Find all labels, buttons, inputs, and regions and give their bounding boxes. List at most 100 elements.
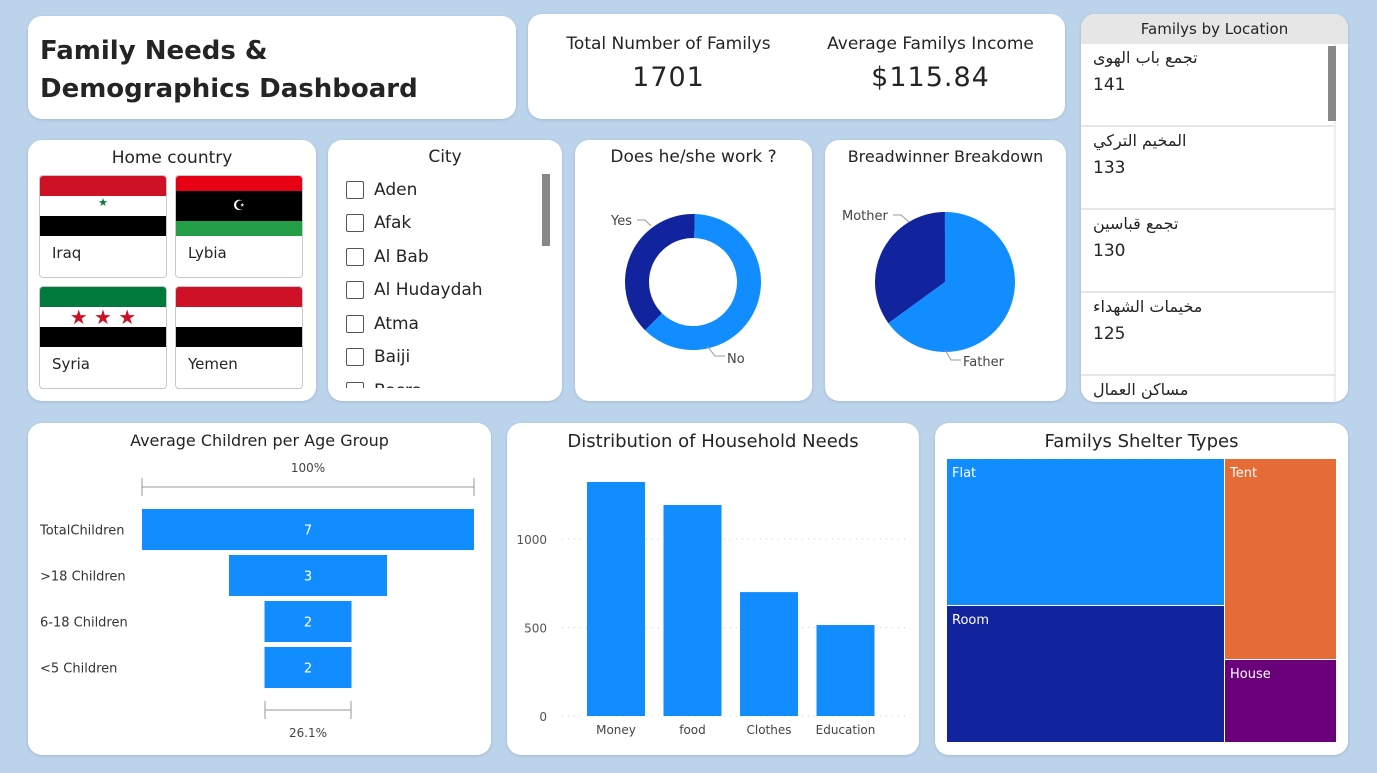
treemap-label: Tent <box>1229 466 1257 481</box>
location-item[interactable]: مساكن العمال <box>1081 376 1336 402</box>
city-label: Basra <box>374 381 422 388</box>
needs-bar-card: Distribution of Household Needs 0 500 1000… <box>507 423 919 755</box>
leader-line <box>637 219 652 227</box>
city-label: Baiji <box>374 347 411 368</box>
city-label: Afak <box>374 213 412 234</box>
x-tick-label: Education <box>816 723 876 737</box>
funnel-category: <5 Children <box>40 662 117 677</box>
y-tick-label: 500 <box>524 622 547 636</box>
country-name: Syria <box>52 355 90 373</box>
checkbox[interactable] <box>346 381 364 388</box>
bracket-bottom <box>264 701 352 719</box>
bar-education <box>816 625 875 716</box>
x-tick-label: food <box>679 723 706 737</box>
funnel-category: >18 Children <box>40 570 126 585</box>
checkbox[interactable] <box>346 247 364 266</box>
checkbox[interactable] <box>346 314 364 333</box>
location-name: تجمع قباسين <box>1093 214 1179 233</box>
city-option[interactable]: Atma <box>346 307 536 341</box>
breadwinner-title: Breadwinner Breakdown <box>847 147 1044 166</box>
libya-flag-icon: ☪ <box>176 176 302 236</box>
treemap-tile <box>947 459 1224 605</box>
location-card: Familys by Location تجمع باب الهوى 141 الم… <box>1081 14 1348 402</box>
slice-label: Father <box>963 355 1005 370</box>
country-name: Iraq <box>52 244 82 262</box>
home-country-card: Home country ★ Iraq ☪ Lybia ★ ★ ★ Syria … <box>28 140 316 401</box>
kpi-value: 1701 <box>632 62 705 93</box>
kpi-label: Total Number of Familys <box>566 34 771 54</box>
children-funnel-card: Average Children per Age Group 100% 7 Tota… <box>28 423 491 755</box>
location-name: مخيمات الشهداء <box>1093 297 1203 316</box>
y-tick-label: 0 <box>539 710 547 724</box>
slice-mother <box>875 212 945 324</box>
bracket-top <box>141 478 475 496</box>
country-tile-lybia[interactable]: ☪ Lybia <box>175 175 303 278</box>
syria-flag-icon: ★ ★ ★ <box>40 287 166 347</box>
children-funnel-chart: 100% 7 TotalChildren 3 >18 Children 2 6-18 Chi… <box>39 461 475 740</box>
kpi-label: Average Familys Income <box>827 34 1034 54</box>
city-option[interactable]: Basra <box>346 374 536 388</box>
checkbox[interactable] <box>346 348 364 367</box>
title-card: Family Needs & Demographics Dashboard <box>28 16 516 119</box>
city-option[interactable]: Afak <box>346 207 536 241</box>
slice-no <box>645 214 761 350</box>
location-item[interactable]: مخيمات الشهداء 125 <box>1081 293 1336 376</box>
x-tick-label: Clothes <box>747 723 792 737</box>
city-option[interactable]: Al Bab <box>346 240 536 274</box>
location-count: 141 <box>1093 75 1126 95</box>
work-donut-chart: Yes No <box>610 214 761 367</box>
kpi-card: Total Number of Familys 1701 Average Fam… <box>528 14 1065 119</box>
location-item[interactable]: تجمع قباسين 130 <box>1081 210 1336 293</box>
y-tick-label: 1000 <box>516 533 547 547</box>
slice-yes <box>625 214 695 331</box>
shelter-treemap-chart: Flat Room Tent House <box>947 459 1336 742</box>
bar-money <box>587 482 645 716</box>
funnel-top-label: 100% <box>291 461 325 475</box>
funnel-title: Average Children per Age Group <box>130 431 389 450</box>
city-option[interactable]: Aden <box>346 173 536 207</box>
treemap-title: Familys Shelter Types <box>1044 431 1239 452</box>
location-scrollbar[interactable] <box>1328 46 1336 121</box>
kpi-total-families: Total Number of Familys 1701 <box>546 34 791 93</box>
checkbox[interactable] <box>346 180 364 199</box>
checkbox[interactable] <box>346 214 364 233</box>
location-item[interactable]: المخيم التركي 133 <box>1081 127 1336 210</box>
location-name: المخيم التركي <box>1093 131 1187 150</box>
x-tick-label: Money <box>596 723 636 737</box>
city-label: Al Hudaydah <box>374 280 483 301</box>
shelter-treemap-card: Familys Shelter Types Flat Room Tent House <box>935 423 1348 755</box>
funnel-bar <box>264 601 352 642</box>
funnel-bar <box>264 647 352 688</box>
city-option[interactable]: Al Hudaydah <box>346 274 536 308</box>
city-scrollbar[interactable] <box>542 174 550 246</box>
funnel-category: 6-18 Children <box>40 616 128 631</box>
city-list: Aden Afak Al Bab Al Hudaydah Atma Baiji Basra <box>346 173 536 388</box>
country-tile-iraq[interactable]: ★ Iraq <box>39 175 167 278</box>
treemap-label: Flat <box>952 466 976 481</box>
home-country-title: Home country <box>111 148 233 168</box>
funnel-category: TotalChildren <box>39 524 124 539</box>
location-item[interactable]: تجمع باب الهوى 141 <box>1081 44 1336 127</box>
checkbox[interactable] <box>346 281 364 300</box>
location-count: 130 <box>1093 241 1126 261</box>
city-option[interactable]: Baiji <box>346 341 536 375</box>
treemap-tile <box>1225 660 1336 742</box>
location-name: تجمع باب الهوى <box>1093 48 1198 67</box>
funnel-value: 3 <box>304 570 312 585</box>
country-tile-yemen[interactable]: Yemen <box>175 286 303 389</box>
country-tile-syria[interactable]: ★ ★ ★ Syria <box>39 286 167 389</box>
location-name: مساكن العمال <box>1093 380 1189 399</box>
needs-bar-chart: 0 500 1000 Money food Clothes Education <box>516 482 907 737</box>
location-list: تجمع باب الهوى 141 المخيم التركي 133 تجمع قب… <box>1081 44 1348 402</box>
country-name: Yemen <box>188 355 238 373</box>
leader-line <box>944 349 961 361</box>
treemap-label: Room <box>952 613 989 628</box>
treemap-tile <box>947 606 1224 742</box>
iraq-flag-icon: ★ <box>40 176 166 236</box>
bar-title: Distribution of Household Needs <box>567 431 859 452</box>
work-donut-title: Does he/she work ? <box>610 147 777 167</box>
slice-label: No <box>727 352 745 367</box>
leader-line <box>706 345 725 357</box>
breadwinner-card: Breadwinner Breakdown Mother Father <box>825 140 1066 401</box>
country-name: Lybia <box>188 244 227 262</box>
